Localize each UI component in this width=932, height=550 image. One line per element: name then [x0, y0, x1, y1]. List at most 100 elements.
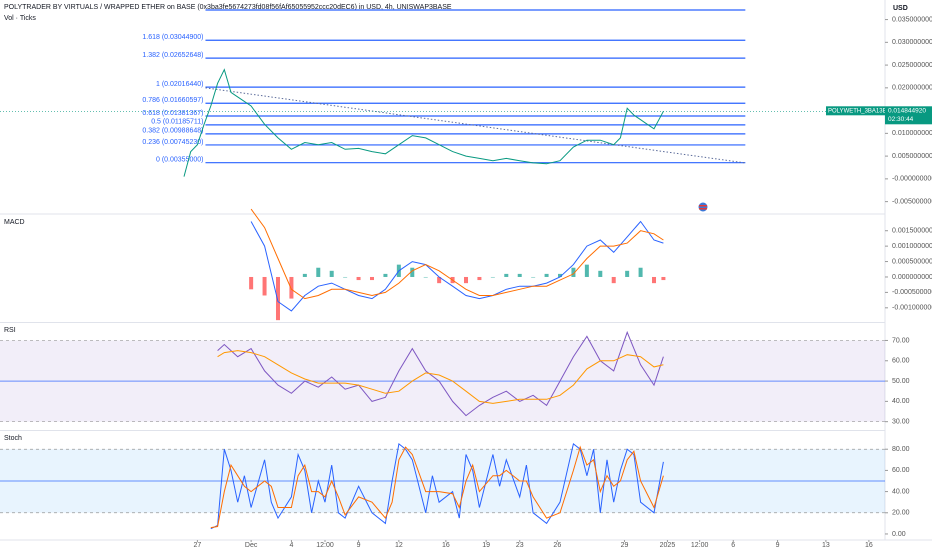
series-line — [210, 442, 664, 530]
histogram-bar — [504, 273, 509, 277]
histogram-bar — [517, 273, 522, 277]
histogram-bar — [638, 267, 643, 277]
y-tick-label: 40.00 — [892, 488, 910, 495]
x-tick-label: 9 — [776, 542, 780, 549]
histogram-bar — [464, 276, 469, 284]
histogram-bar — [275, 276, 280, 321]
y-tick-label: -0.000000000 — [892, 176, 932, 183]
fib-label: 0.5 (0.01185711) — [151, 119, 203, 126]
fib-label: 1.618 (0.03044900) — [142, 34, 203, 41]
histogram-bar — [611, 276, 616, 284]
x-tick-label: 23 — [516, 542, 524, 549]
pane-title: RSI — [4, 327, 16, 334]
price-tag — [826, 106, 885, 116]
y-tick-label: 0.010000000 — [892, 130, 932, 137]
histogram-bar — [262, 276, 267, 296]
histogram-bar — [584, 264, 589, 277]
y-tick-label: 0.001000000 — [892, 243, 932, 250]
histogram-bar — [598, 270, 603, 277]
fib-label: 0.236 (0.00745230) — [142, 139, 203, 146]
series-line — [250, 220, 664, 312]
x-tick-label: Dec — [245, 542, 258, 549]
x-tick-label: 9 — [357, 542, 361, 549]
y-tick-label: 50.00 — [892, 378, 910, 385]
price-symbol: POLYWETH_3BA13E.USD — [828, 108, 902, 114]
series-line — [217, 350, 664, 404]
fib-label: 0.618 (0.01381367) — [142, 110, 203, 117]
y-tick-label: 0.000500000 — [892, 258, 932, 265]
volume-label: Vol · Ticks — [4, 15, 36, 22]
price-tag — [885, 106, 932, 125]
y-tick-label: -0.000500000 — [892, 289, 932, 296]
y-tick-label: 0.035000000 — [892, 16, 932, 23]
y-tick-label: 20.00 — [892, 510, 910, 517]
y-tick-label: 0.001500000 — [892, 228, 932, 235]
histogram-bar — [383, 273, 388, 277]
series-line — [250, 208, 664, 300]
x-tick-label: 29 — [621, 542, 629, 549]
histogram-bar — [661, 276, 666, 281]
x-tick-label: 16 — [442, 542, 450, 549]
histogram-bar — [544, 273, 549, 277]
y-tick-label: -0.001000000 — [892, 305, 932, 312]
histogram-bar — [625, 270, 630, 277]
x-tick-label: 16 — [865, 542, 873, 549]
histogram-bar — [437, 276, 442, 284]
x-tick-label: 4 — [289, 542, 293, 549]
x-tick-label: 6 — [731, 542, 735, 549]
price-value: 0.014844920 — [888, 108, 926, 115]
x-tick-label: 12:00 — [691, 542, 709, 549]
y-tick-label: 40.00 — [892, 398, 910, 405]
x-tick-label: 26 — [553, 542, 561, 549]
histogram-bar — [329, 270, 334, 277]
fib-label: 0.382 (0.00988648) — [142, 128, 203, 135]
y-tick-label: 60.00 — [892, 358, 910, 365]
fib-label: 0 (0.00355000) — [156, 157, 203, 164]
series-line — [217, 330, 664, 417]
x-tick-label: 12 — [395, 542, 403, 549]
price-countdown: 02:30:44 — [888, 116, 914, 123]
x-tick-label: 12:00 — [316, 542, 334, 549]
y-tick-label: 0.005000000 — [892, 153, 932, 160]
fib-label: 0.786 (0.01660597) — [142, 97, 203, 104]
y-tick-label: 0.025000000 — [892, 62, 932, 69]
fib-label: 1 (0.02016440) — [156, 81, 203, 88]
x-tick-label: 19 — [482, 542, 490, 549]
histogram-bar — [369, 276, 374, 281]
histogram-bar — [410, 267, 415, 277]
x-tick-label: 13 — [822, 542, 830, 549]
y-tick-label: -0.005000000 — [892, 198, 932, 205]
series-line — [183, 68, 664, 177]
y-tick-label: 0.020000000 — [892, 85, 932, 92]
x-tick-label: 2025 — [660, 542, 676, 549]
histogram-bar — [571, 267, 576, 277]
y-tick-label: 30.00 — [892, 419, 910, 426]
y-tick-label: 0.030000000 — [892, 39, 932, 46]
y-tick-label: 70.00 — [892, 337, 910, 344]
x-tick-label: 27 — [194, 542, 202, 549]
y-tick-label: 0.000000000 — [892, 274, 932, 281]
histogram-bar — [289, 276, 294, 299]
y-tick-label: 0.00 — [892, 531, 906, 538]
flag-icon — [698, 202, 708, 212]
y-tick-label: 60.00 — [892, 467, 910, 474]
series-line — [210, 445, 664, 529]
pane-title: MACD — [4, 219, 25, 226]
histogram-bar — [423, 276, 428, 278]
histogram-bar — [490, 276, 495, 278]
pane-title: Stoch — [4, 435, 22, 442]
histogram-bar — [249, 276, 254, 290]
histogram-bar — [531, 276, 536, 278]
y-tick-label: 80.00 — [892, 446, 910, 453]
histogram-bar — [302, 273, 307, 277]
histogram-bar — [477, 276, 482, 281]
histogram-bar — [343, 276, 348, 278]
chart-title: POLYTRADER BY VIRTUALS / WRAPPED ETHER o… — [4, 4, 452, 11]
fib-label: 1.382 (0.02652648) — [142, 52, 203, 59]
histogram-bar — [356, 276, 361, 281]
currency-label: USD — [893, 5, 908, 12]
histogram-bar — [316, 267, 321, 277]
histogram-bar — [652, 276, 657, 284]
